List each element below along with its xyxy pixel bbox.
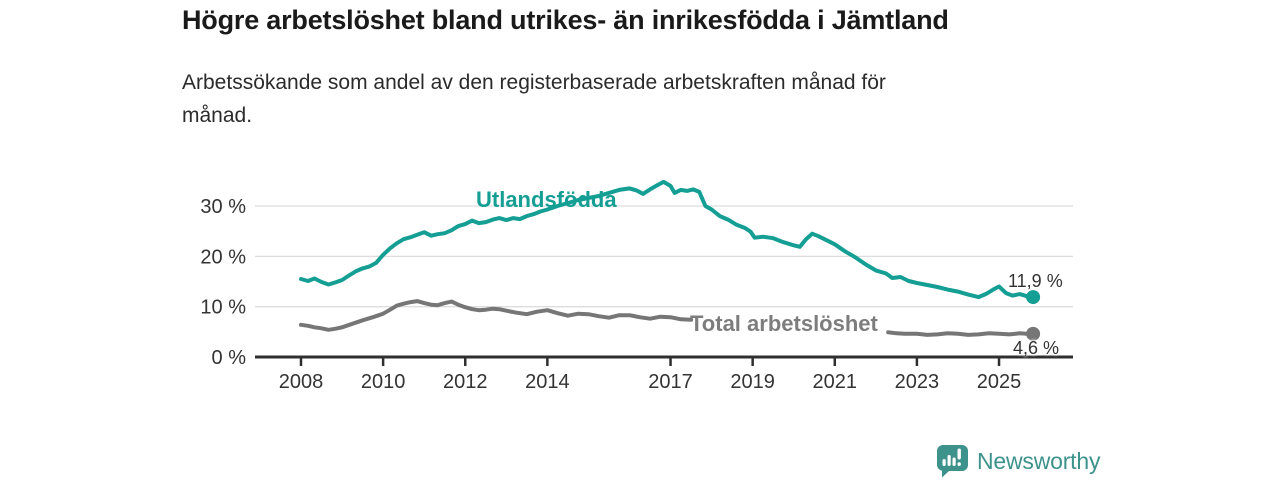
series-line bbox=[299, 179, 1036, 300]
series-label-utlandsfodda: Utlandsfödda bbox=[476, 187, 617, 212]
series-end-dot bbox=[1026, 326, 1041, 341]
x-tick-label: 2008 bbox=[279, 371, 324, 393]
series-line bbox=[299, 299, 694, 332]
x-tick-label: 2023 bbox=[895, 371, 940, 393]
x-tick-label: 2012 bbox=[443, 371, 488, 393]
end-value-total: 4,6 % bbox=[1013, 338, 1060, 358]
series-label-total-arbetsloshet: Total arbetslöshet bbox=[690, 311, 878, 336]
y-tick-label: 0 % bbox=[212, 347, 247, 369]
y-tick-label: 30 % bbox=[200, 196, 246, 218]
x-tick-label: 2021 bbox=[813, 371, 858, 393]
chart-title: Högre arbetslöshet bland utrikes- än inr… bbox=[182, 5, 949, 35]
x-tick-label: 2017 bbox=[648, 371, 693, 393]
chart-subtitle-line1: Arbetssökande som andel av den registerb… bbox=[182, 71, 886, 94]
series-end-dot bbox=[1026, 290, 1041, 305]
brand-name: Newsworthy bbox=[977, 447, 1101, 474]
chart-subtitle-line2: månad. bbox=[182, 104, 253, 127]
y-tick-label: 10 % bbox=[200, 297, 246, 319]
bar-chart-speech-bubble-icon bbox=[937, 445, 968, 478]
x-tick-label: 2010 bbox=[361, 371, 406, 393]
y-tick-label: 20 % bbox=[200, 246, 246, 268]
x-tick-label: 2025 bbox=[977, 371, 1022, 393]
x-tick-label: 2014 bbox=[525, 371, 570, 393]
series-line bbox=[886, 330, 1036, 337]
newsworthy-brand[interactable]: Newsworthy bbox=[936, 444, 1100, 478]
x-tick-label: 2019 bbox=[730, 371, 775, 393]
chart-subtitle: Arbetssökande som andel av den registerb… bbox=[182, 66, 886, 132]
end-value-utlandsfodda: 11,9 % bbox=[1008, 271, 1063, 291]
